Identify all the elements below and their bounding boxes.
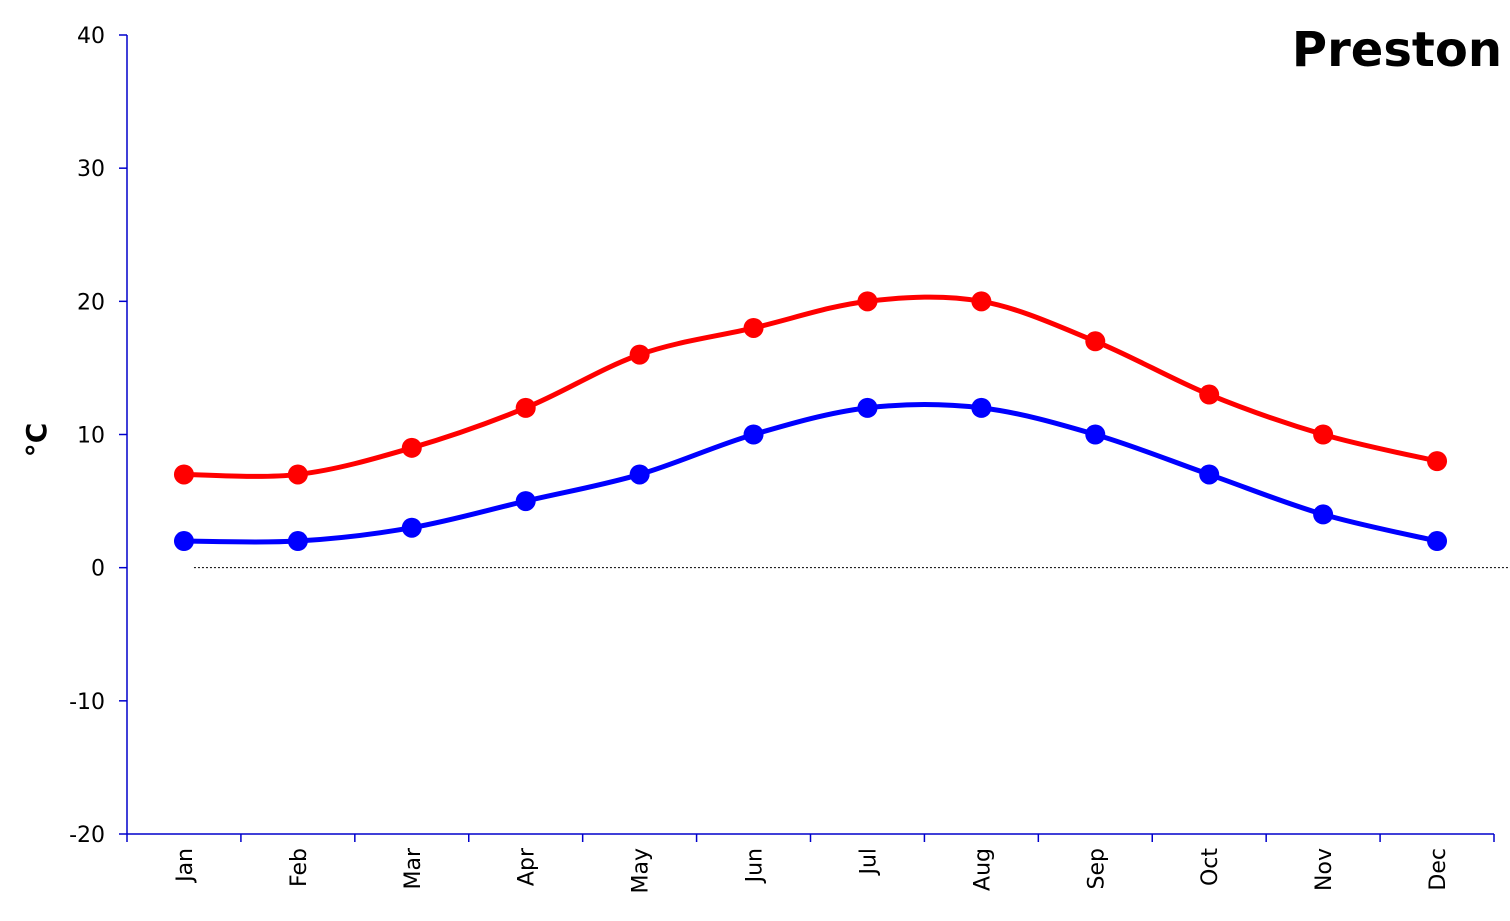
y-tick-label: -20 [69, 823, 105, 848]
y-axis-label: °C [20, 423, 53, 458]
series-1-point [1313, 504, 1334, 525]
series-1-point [629, 464, 650, 485]
x-tick-label: Feb [287, 848, 312, 887]
series-1-point [857, 397, 878, 418]
series-0-point [857, 291, 878, 312]
series-0-point [629, 344, 650, 365]
series-0-line [183, 294, 1438, 479]
y-tick-label: 30 [77, 157, 105, 182]
series-0-point [287, 464, 308, 485]
series-1-point [173, 531, 194, 552]
series-0-point [173, 464, 194, 485]
series-1-point [287, 531, 308, 552]
series-1-point [1427, 531, 1448, 552]
series-1-point [401, 517, 422, 538]
x-tick-label: Oct [1198, 848, 1223, 886]
y-tick-label: 0 [91, 557, 105, 582]
series-0-point [1313, 424, 1334, 445]
series-0-point [743, 317, 764, 338]
series-0-point [1085, 331, 1106, 352]
series-1-point [515, 491, 536, 512]
series-1-point [1199, 464, 1220, 485]
x-tick-label: Apr [515, 847, 540, 886]
x-tick-label: Jun [743, 848, 768, 884]
y-tick-label: 40 [77, 24, 105, 49]
y-tick-label: 20 [77, 290, 105, 315]
series-0-point [1199, 384, 1220, 405]
chart-title: Preston [1292, 22, 1502, 78]
series-0-point [515, 397, 536, 418]
x-tick-label: Jul [856, 848, 881, 877]
y-tick-label: -10 [69, 690, 105, 715]
x-tick-label: Sep [1084, 848, 1109, 889]
x-tick-label: Jan [173, 848, 198, 884]
series-group [173, 291, 1448, 552]
x-tick-label: May [629, 848, 654, 893]
series-0-point [401, 437, 422, 458]
x-tick-label: Dec [1426, 848, 1451, 891]
series-0-point [1427, 451, 1448, 472]
series-1-point [743, 424, 764, 445]
x-tick-label: Aug [970, 848, 995, 891]
y-tick-label: 10 [77, 424, 105, 449]
axes-group: 40 30 20 10 0 -10 -20 Jan Feb Mar Apr May Jun Jul Aug S… [69, 24, 1510, 893]
x-tick-label: Mar [401, 847, 426, 889]
series-1-point [1085, 424, 1106, 445]
series-1-point [971, 397, 992, 418]
series-1-line [183, 402, 1438, 545]
x-tick-label: Nov [1312, 848, 1337, 891]
series-0-point [971, 291, 992, 312]
